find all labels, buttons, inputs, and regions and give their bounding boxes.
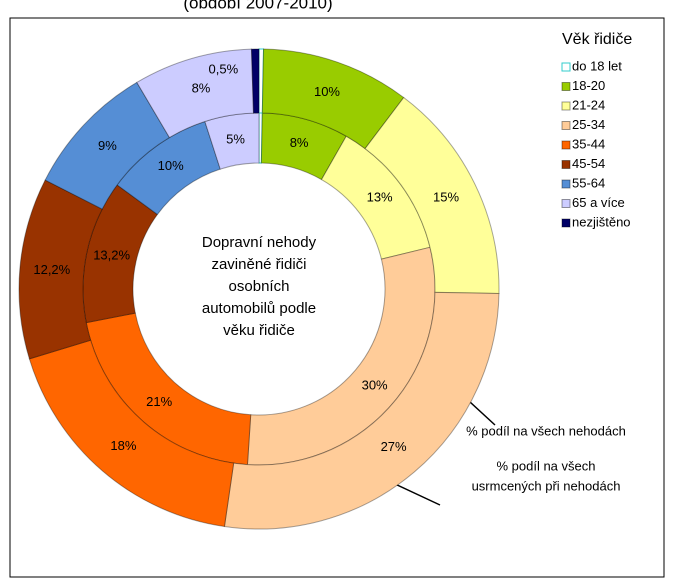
legend-swatch xyxy=(561,160,571,169)
legend-swatch xyxy=(561,101,571,111)
data-label: 10% xyxy=(158,158,184,173)
donut-segment xyxy=(250,48,260,114)
data-label: 13% xyxy=(367,190,393,205)
data-label: 9% xyxy=(98,138,117,153)
legend-swatch xyxy=(561,179,571,189)
center-text: zaviněné řidiči xyxy=(211,256,306,273)
donut-segment xyxy=(223,291,500,530)
donut-segment xyxy=(204,112,260,170)
legend-label: 35-44 xyxy=(572,136,605,151)
data-label: 13,2% xyxy=(93,247,130,262)
data-label: 8% xyxy=(192,81,211,96)
legend-swatch xyxy=(561,140,571,150)
data-label: 21% xyxy=(146,394,172,409)
center-text: osobních xyxy=(229,278,290,295)
legend-swatch xyxy=(561,218,571,228)
legend-label: 45-54 xyxy=(572,156,605,171)
data-label: 27% xyxy=(381,439,407,454)
center-text: automobilů podle xyxy=(202,300,316,317)
data-label: 12,2% xyxy=(33,262,70,277)
annotation: usrmcených při nehodách xyxy=(472,478,621,493)
data-label: 15% xyxy=(433,190,459,205)
legend-title: Věk řidiče xyxy=(562,31,632,48)
legend-label: 18-20 xyxy=(572,78,605,93)
data-label: 8% xyxy=(290,135,309,150)
legend-swatch xyxy=(561,82,571,91)
legend-swatch xyxy=(561,199,571,208)
data-label: 5% xyxy=(226,131,245,146)
donut-segment xyxy=(136,48,254,139)
data-label: 30% xyxy=(362,378,388,393)
legend-label: do 18 let xyxy=(572,58,622,73)
donut-segment xyxy=(258,48,265,114)
annotation: % podíl na všech xyxy=(496,458,595,473)
legend-label: 21-24 xyxy=(572,97,605,112)
chart-subtitle: (období 2007-2010) xyxy=(183,0,332,12)
donut-segment xyxy=(28,339,235,528)
annotation: % podíl na všech nehodách xyxy=(466,423,626,438)
center-text: Dopravní nehody xyxy=(202,234,317,251)
legend-label: 65 a více xyxy=(572,195,625,210)
donut-segment xyxy=(18,179,103,360)
legend-label: 25-34 xyxy=(572,117,605,132)
data-label: 10% xyxy=(314,84,340,99)
legend-label: nezjištěno xyxy=(572,214,631,229)
data-label: 18% xyxy=(110,438,136,453)
legend-label: 55-64 xyxy=(572,175,605,190)
legend-swatch xyxy=(561,62,571,72)
legend-swatch xyxy=(561,121,571,130)
center-text: věku řidiče xyxy=(223,322,295,339)
data-label: 0,5% xyxy=(209,61,239,76)
